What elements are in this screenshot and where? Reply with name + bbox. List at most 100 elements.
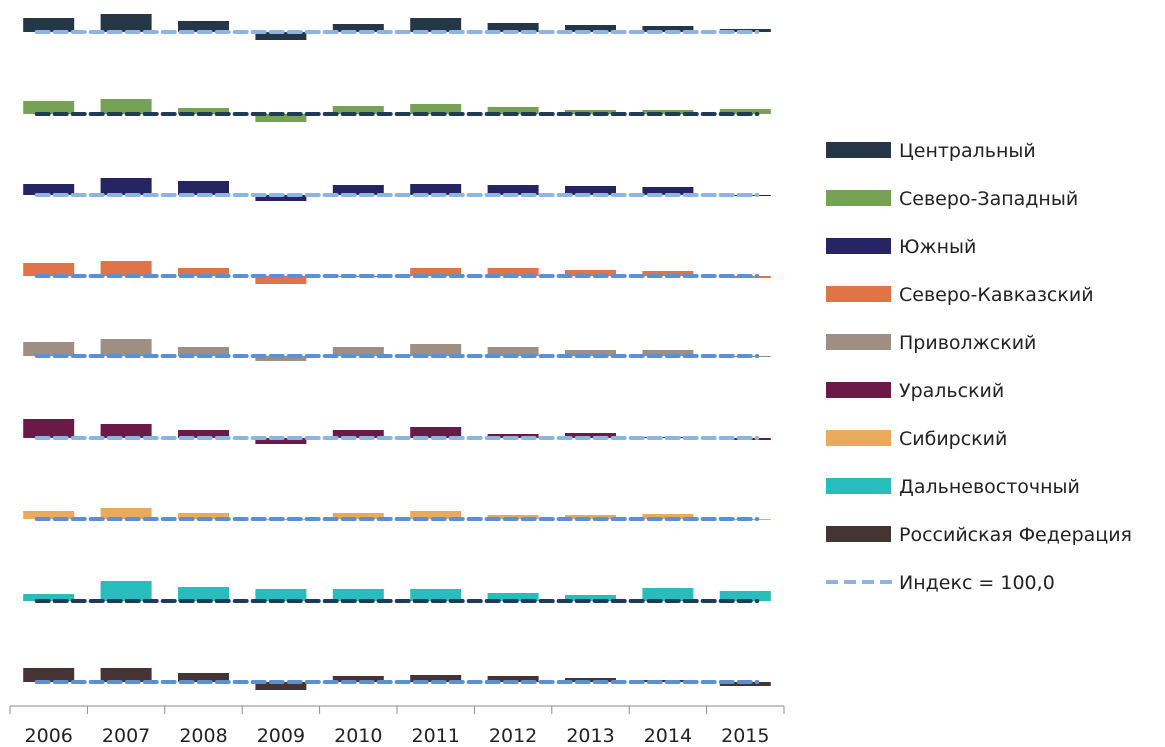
bar-1-2013: [565, 25, 616, 32]
panel-7: [23, 508, 771, 521]
panel-8: [23, 581, 771, 603]
legend-swatch: [826, 286, 891, 302]
bar-9-2011: [410, 675, 462, 682]
bar-1-2014: [642, 26, 694, 32]
legend-label: Северо-Западный: [899, 188, 1078, 210]
bar-8-2007: [100, 581, 152, 601]
bar-8-2015: [719, 591, 771, 601]
bar-2-2012: [487, 107, 539, 114]
bar-3-2010: [332, 185, 384, 195]
x-tick-label-2015: 2015: [721, 725, 769, 747]
bar-8-2012: [487, 593, 539, 601]
legend-swatch: [826, 334, 891, 350]
bar-9-2013: [565, 678, 616, 682]
bar-1-2007: [100, 14, 152, 32]
panel-9: [23, 668, 771, 690]
legend-swatch: [826, 238, 891, 254]
bar-6-2013: [565, 433, 616, 438]
panel-4: [23, 261, 771, 284]
x-tick-label-2012: 2012: [489, 725, 537, 747]
bar-9-2010: [332, 676, 384, 682]
bar-8-2010: [332, 589, 384, 601]
legend-item-3: Южный: [826, 236, 976, 258]
bar-9-2007: [100, 668, 152, 682]
bar-4-2007: [100, 261, 152, 276]
x-tick-label-2013: 2013: [566, 725, 614, 747]
legend-item-9: Российская Федерация: [826, 524, 1132, 546]
legend-item-10: Индекс = 100,0: [826, 572, 1055, 594]
bar-4-2011: [410, 268, 462, 276]
bar-3-2012: [487, 185, 539, 195]
legend-label: Центральный: [899, 140, 1036, 162]
legend-item-4: Северо-Кавказский: [826, 284, 1094, 306]
panel-2: [23, 99, 771, 122]
x-tick-label-2007: 2007: [102, 725, 150, 747]
bar-3-2011: [410, 184, 462, 195]
legend-swatch: [826, 430, 891, 446]
x-tick-label-2008: 2008: [179, 725, 227, 747]
x-tick-label-2009: 2009: [257, 725, 305, 747]
bar-7-2013: [565, 515, 616, 519]
x-tick-label-2006: 2006: [25, 725, 73, 747]
bar-4-2009: [255, 276, 307, 284]
bar-4-2006: [23, 263, 75, 276]
bar-5-2008: [178, 347, 229, 356]
bar-5-2012: [487, 347, 539, 356]
bar-5-2014: [642, 350, 694, 356]
bar-2-2006: [23, 101, 75, 114]
bar-1-2009: [255, 32, 307, 40]
legend-label: Приволжский: [899, 332, 1036, 354]
x-tick-label-2014: 2014: [644, 725, 692, 747]
bar-7-2006: [23, 511, 75, 519]
bar-5-2011: [410, 344, 462, 356]
legend-label: Южный: [899, 236, 976, 258]
legend-item-1: Центральный: [826, 140, 1036, 162]
legend-swatch: [826, 382, 891, 398]
bar-6-2008: [178, 430, 229, 438]
bar-4-2008: [178, 268, 229, 276]
bar-5-2007: [100, 339, 152, 356]
bar-4-2013: [565, 270, 616, 276]
legend: Центральный Северо-Западный Южный Северо-Ка…: [826, 140, 1132, 594]
panel-6: [23, 419, 771, 444]
bar-2-2011: [410, 104, 462, 114]
bar-5-2006: [23, 342, 75, 356]
panels: [23, 14, 771, 690]
bar-1-2006: [23, 18, 75, 32]
bar-4-2012: [487, 268, 539, 276]
bar-8-2014: [642, 588, 694, 601]
bar-3-2006: [23, 184, 75, 195]
bar-3-2008: [178, 181, 229, 195]
x-tick-label-2011: 2011: [412, 725, 460, 747]
bar-1-2011: [410, 18, 462, 32]
bar-2-2013: [565, 110, 616, 114]
panel-5: [23, 339, 771, 361]
legend-item-6: Уральский: [826, 380, 1004, 402]
bar-3-2009: [255, 195, 307, 201]
legend-label: Сибирский: [899, 428, 1007, 450]
bar-1-2008: [178, 21, 229, 32]
bar-9-2006: [23, 668, 75, 682]
bar-1-2010: [332, 24, 384, 32]
legend-swatch: [826, 190, 891, 206]
bar-5-2009: [255, 356, 307, 361]
bar-8-2011: [410, 589, 462, 601]
bar-3-2014: [642, 187, 694, 195]
bar-8-2006: [23, 594, 75, 601]
bar-2-2010: [332, 106, 384, 114]
bar-6-2010: [332, 430, 384, 438]
legend-label: Северо-Кавказский: [899, 284, 1094, 306]
bar-8-2013: [565, 595, 616, 601]
legend-item-8: Дальневосточный: [826, 476, 1080, 498]
bar-8-2008: [178, 587, 229, 601]
bar-8-2009: [255, 589, 307, 601]
bar-2-2007: [100, 99, 152, 114]
bar-6-2009: [255, 438, 307, 444]
bar-4-2010: [332, 276, 384, 277]
bar-6-2006: [23, 419, 75, 438]
bar-7-2007: [100, 508, 152, 519]
legend-item-7: Сибирский: [826, 428, 1007, 450]
legend-item-5: Приволжский: [826, 332, 1036, 354]
legend-swatch: [826, 526, 891, 542]
